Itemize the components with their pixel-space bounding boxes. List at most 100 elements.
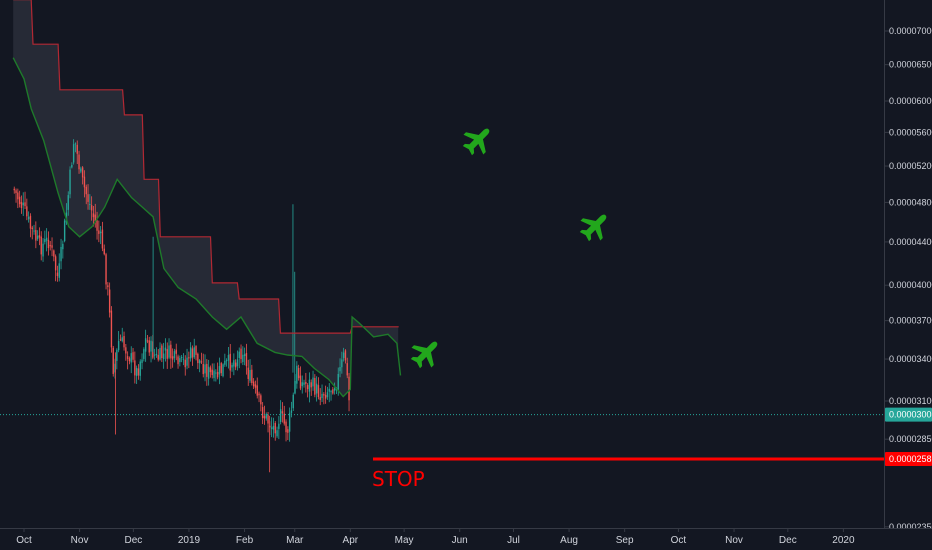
candle-body (285, 421, 287, 433)
candle-body (166, 349, 168, 359)
stop-price-value: 0.00002581 (889, 454, 932, 464)
candle-body (168, 345, 170, 358)
candle-body (137, 368, 140, 376)
candle-body (186, 357, 188, 366)
candle-body (51, 245, 53, 248)
candle-body (161, 345, 163, 359)
candle-body (35, 229, 37, 241)
candle-body (240, 348, 242, 360)
candle-body (202, 363, 204, 375)
candle-body (261, 407, 264, 419)
price-tick-label: 0.00002350 (889, 522, 932, 532)
candle-body (303, 382, 305, 385)
candle-body (29, 215, 32, 229)
candle-body (98, 230, 100, 234)
candle-body (341, 359, 343, 368)
time-ticks: Oct Nov Dec 2019 Feb Mar Apr May Jun Jul Aug Sep Oct… (16, 528, 855, 546)
candle-body (229, 353, 231, 371)
candle-body (236, 359, 239, 367)
candle-body (148, 340, 150, 353)
candle-body (279, 409, 282, 422)
candle-body (227, 355, 230, 361)
candle-body (87, 194, 89, 202)
candle-body (107, 285, 109, 288)
candle-body (105, 254, 107, 285)
candle-body (110, 310, 113, 348)
time-tick-label: Nov (71, 535, 89, 546)
candle-body (292, 394, 294, 409)
candle-body (301, 382, 303, 387)
candle-body (222, 364, 224, 377)
candle-body (83, 176, 86, 188)
candle-body (42, 243, 44, 257)
candle-body (297, 367, 300, 379)
candle-body (258, 393, 260, 396)
candle-body (121, 337, 123, 342)
candle-body (114, 363, 116, 373)
candle-body (53, 250, 55, 257)
candle-body (76, 144, 78, 154)
candle-body (276, 430, 278, 437)
candle-body (36, 235, 39, 239)
time-tick-label: Aug (560, 535, 578, 546)
time-tick-label: Oct (671, 535, 687, 546)
candle-body (206, 363, 208, 377)
candle-body (20, 202, 23, 208)
candle-body (71, 164, 73, 168)
candle-body (92, 213, 95, 218)
candle-body (306, 385, 309, 390)
candle-body (85, 186, 87, 195)
candle-body (267, 414, 269, 424)
candle-body (182, 358, 185, 360)
candle-body (179, 358, 181, 363)
candle-body (94, 214, 96, 222)
price-axis-background (884, 0, 932, 528)
candle-body (171, 356, 174, 360)
candle-body (337, 373, 339, 390)
price-tick-label: 0.00006500 (889, 60, 932, 70)
candle-body (332, 389, 334, 394)
candle-body (278, 423, 280, 429)
candle-body (162, 353, 165, 360)
candle-body (90, 205, 93, 211)
price-tick-label: 0.00004400 (889, 237, 932, 247)
candle-body (49, 245, 51, 247)
candle-body (211, 369, 213, 376)
candle-body (159, 347, 161, 360)
candle-body (96, 220, 98, 231)
candle-body (188, 357, 190, 359)
candle-body (54, 256, 57, 271)
candle-body (56, 272, 59, 277)
price-tick-label: 0.00004000 (889, 280, 932, 290)
channel-cloud-fill (13, 0, 399, 397)
candle-body (215, 372, 217, 374)
candle-body (143, 349, 145, 359)
candle-body (144, 338, 147, 352)
candle-body (112, 347, 114, 374)
candle-body (238, 351, 240, 358)
price-axis[interactable]: 0.00007000 0.00006500 0.00006000 0.00005600… (884, 0, 932, 550)
candle-body (69, 169, 71, 195)
candle-body (31, 227, 33, 230)
candle-body (191, 348, 194, 358)
candle-body (342, 352, 345, 358)
candle-body (247, 367, 249, 379)
time-axis[interactable]: Oct Nov Dec 2019 Feb Mar Apr May Jun Jul Aug Sep Oct… (0, 528, 932, 550)
candle-body (251, 369, 253, 383)
candle-body (209, 367, 212, 373)
candle-body (263, 415, 266, 419)
time-tick-label: Dec (124, 535, 142, 546)
candle-body (184, 359, 186, 368)
candle-body (242, 354, 244, 362)
candle-body (45, 237, 48, 241)
time-tick-label: May (395, 535, 414, 546)
candle-body (78, 154, 80, 170)
candle-body (108, 289, 111, 313)
candle-body (26, 206, 28, 217)
stop-label: STOP (372, 467, 425, 491)
candle-body (245, 352, 248, 367)
candle-body (67, 195, 69, 210)
candle-body (125, 347, 127, 354)
candle-body (207, 366, 210, 379)
